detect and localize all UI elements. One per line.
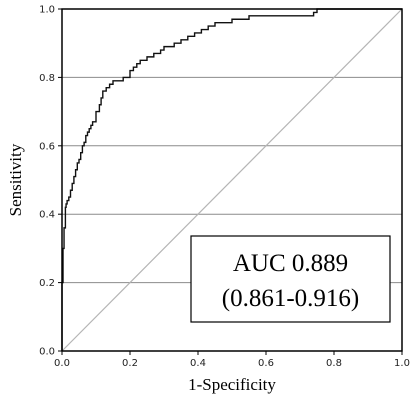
y-tick-label-4: 0.8 (39, 73, 55, 84)
plot-frame (61, 8, 403, 352)
y-tick-label-2: 0.4 (39, 210, 55, 221)
x-tick-label-4: 0.8 (326, 358, 342, 369)
roc-curve (61, 8, 402, 351)
x-axis-title: 1-Specificity (188, 375, 276, 394)
x-tick-label-2: 0.4 (190, 358, 206, 369)
x-tick-label-0: 0.0 (54, 358, 70, 369)
x-tick-label-1: 0.2 (122, 358, 138, 369)
y-axis-ticks: 0.0 0.2 0.4 0.6 0.8 1.0 (39, 5, 62, 358)
y-tick-label-5: 1.0 (39, 5, 55, 16)
x-axis-ticks: 0.0 0.2 0.4 0.6 0.8 1.0 (54, 351, 410, 369)
reference-diagonal (61, 8, 403, 352)
auc-confidence-interval: (0.861-0.916) (222, 285, 359, 312)
y-axis-title: Sensitivity (6, 143, 25, 216)
x-tick-label-5: 1.0 (394, 358, 410, 369)
x-tick-label-3: 0.6 (258, 358, 274, 369)
y-tick-label-3: 0.6 (39, 141, 55, 152)
y-tick-label-0: 0.0 (39, 347, 55, 358)
auc-annotation-box (190, 235, 391, 323)
auc-value: AUC 0.889 (233, 250, 348, 277)
y-tick-label-1: 0.2 (39, 278, 55, 289)
auc-annotation: AUC 0.889 (0.861-0.916) (190, 235, 391, 323)
